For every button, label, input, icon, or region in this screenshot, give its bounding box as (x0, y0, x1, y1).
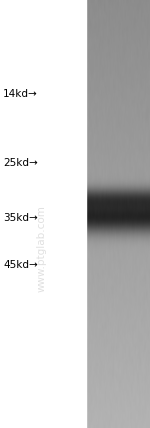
Text: 14kd→: 14kd→ (3, 89, 38, 99)
Text: 25kd→: 25kd→ (3, 158, 38, 168)
Text: www.ptglab.com: www.ptglab.com (37, 205, 47, 291)
Text: 35kd→: 35kd→ (3, 213, 38, 223)
Text: 45kd→: 45kd→ (3, 260, 38, 270)
